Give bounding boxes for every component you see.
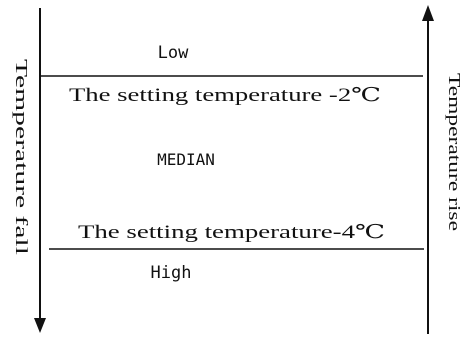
median-zone-label: MEDIAN: [157, 150, 215, 169]
temperature-fall-label: Temperature fall: [12, 59, 31, 255]
low-zone-label: Low: [158, 43, 189, 63]
high-zone-label: High: [151, 263, 192, 283]
lower-threshold-label: The setting temperature-4℃: [78, 222, 385, 243]
up-arrow-icon: [422, 5, 434, 21]
temperature-rise-label: Temperature rise: [445, 73, 464, 231]
upper-threshold-label: The setting temperature -2℃: [69, 85, 381, 106]
down-arrow-icon: [34, 318, 46, 333]
